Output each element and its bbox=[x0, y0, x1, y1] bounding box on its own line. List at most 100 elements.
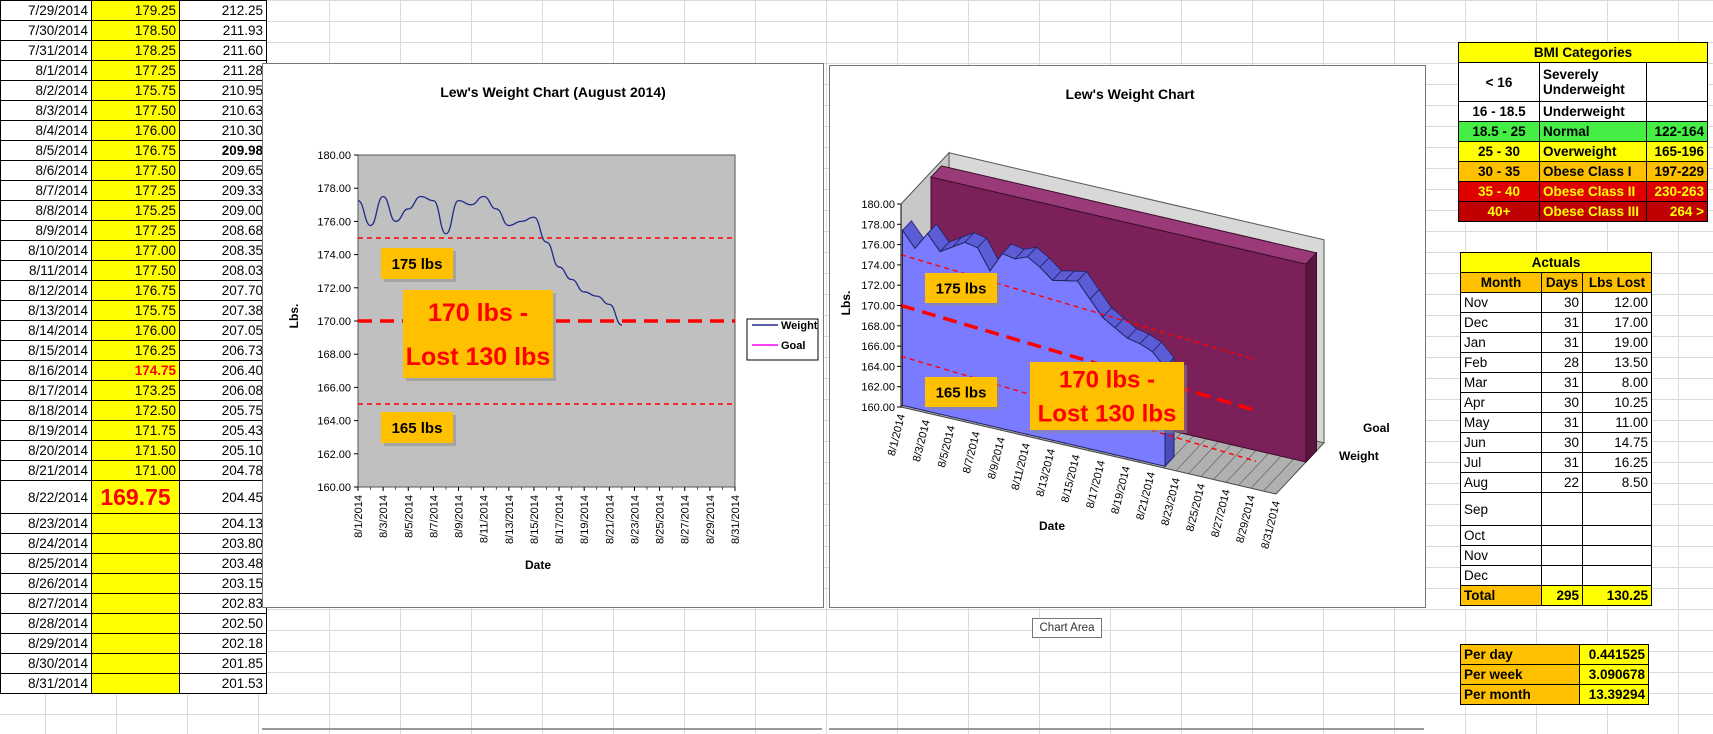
log-date-cell[interactable]: 8/20/2014 bbox=[0, 440, 92, 461]
actuals-days-cell[interactable]: 31 bbox=[1541, 332, 1583, 353]
actuals-lost-cell[interactable]: 8.50 bbox=[1582, 472, 1652, 493]
actuals-lost-cell[interactable] bbox=[1582, 492, 1652, 526]
log-weight-cell[interactable] bbox=[91, 633, 180, 654]
log-weight-cell[interactable] bbox=[91, 513, 180, 534]
bmi-weights-cell[interactable] bbox=[1646, 101, 1708, 122]
actuals-month-cell[interactable]: Jun bbox=[1460, 432, 1542, 453]
log-date-cell[interactable]: 8/21/2014 bbox=[0, 460, 92, 481]
actuals-total-days[interactable]: 295 bbox=[1541, 585, 1583, 606]
log-goal-cell[interactable]: 210.30 bbox=[179, 120, 267, 141]
actuals-lost-cell[interactable]: 8.00 bbox=[1582, 372, 1652, 393]
bmi-label-cell[interactable]: Underweight bbox=[1539, 101, 1647, 122]
actuals-lost-cell[interactable]: 11.00 bbox=[1582, 412, 1652, 433]
actuals-days-cell[interactable] bbox=[1541, 565, 1583, 586]
log-weight-cell[interactable]: 176.25 bbox=[91, 340, 180, 361]
actuals-lost-cell[interactable] bbox=[1582, 525, 1652, 546]
log-date-cell[interactable]: 8/26/2014 bbox=[0, 573, 92, 594]
log-date-cell[interactable]: 8/5/2014 bbox=[0, 140, 92, 161]
chart1-weight-line[interactable] bbox=[357, 195, 623, 326]
actuals-lost-cell[interactable]: 10.25 bbox=[1582, 392, 1652, 413]
log-weight-cell[interactable] bbox=[91, 573, 180, 594]
log-weight-cell[interactable] bbox=[91, 653, 180, 674]
log-goal-cell[interactable]: 205.75 bbox=[179, 400, 267, 421]
log-weight-cell[interactable] bbox=[91, 673, 180, 694]
log-weight-cell[interactable]: 175.75 bbox=[91, 80, 180, 101]
log-date-cell[interactable]: 8/6/2014 bbox=[0, 160, 92, 181]
log-goal-cell[interactable]: 202.18 bbox=[179, 633, 267, 654]
log-weight-cell[interactable] bbox=[91, 613, 180, 634]
log-goal-cell[interactable]: 205.10 bbox=[179, 440, 267, 461]
log-goal-cell[interactable]: 210.95 bbox=[179, 80, 267, 101]
log-goal-cell[interactable]: 203.48 bbox=[179, 553, 267, 574]
actuals-days-cell[interactable]: 30 bbox=[1541, 292, 1583, 313]
log-goal-cell[interactable]: 205.43 bbox=[179, 420, 267, 441]
actuals-lost-cell[interactable]: 12.00 bbox=[1582, 292, 1652, 313]
log-date-cell[interactable]: 8/13/2014 bbox=[0, 300, 92, 321]
log-date-cell[interactable]: 8/14/2014 bbox=[0, 320, 92, 341]
log-date-cell[interactable]: 8/12/2014 bbox=[0, 280, 92, 301]
log-weight-cell[interactable]: 176.75 bbox=[91, 140, 180, 161]
log-date-cell[interactable]: 8/29/2014 bbox=[0, 633, 92, 654]
log-date-cell[interactable]: 8/27/2014 bbox=[0, 593, 92, 614]
log-goal-cell[interactable]: 204.78 bbox=[179, 460, 267, 481]
bmi-weights-cell[interactable]: 264 > bbox=[1646, 201, 1708, 222]
bmi-weights-cell[interactable]: 230-263 bbox=[1646, 181, 1708, 202]
bmi-range-cell[interactable]: 25 - 30 bbox=[1458, 141, 1540, 162]
actuals-days-cell[interactable]: 30 bbox=[1541, 432, 1583, 453]
log-date-cell[interactable]: 8/9/2014 bbox=[0, 220, 92, 241]
log-weight-cell[interactable]: 172.50 bbox=[91, 400, 180, 421]
bmi-range-cell[interactable]: 18.5 - 25 bbox=[1458, 121, 1540, 142]
actuals-lost-cell[interactable]: 19.00 bbox=[1582, 332, 1652, 353]
log-weight-cell[interactable]: 177.25 bbox=[91, 180, 180, 201]
log-goal-cell[interactable]: 206.73 bbox=[179, 340, 267, 361]
actuals-month-cell[interactable]: Jul bbox=[1460, 452, 1542, 473]
log-weight-cell[interactable]: 174.75 bbox=[91, 360, 180, 381]
log-goal-cell[interactable]: 208.35 bbox=[179, 240, 267, 261]
log-goal-cell[interactable]: 211.93 bbox=[179, 20, 267, 41]
log-weight-cell[interactable]: 176.75 bbox=[91, 280, 180, 301]
log-weight-cell[interactable]: 169.75 bbox=[91, 480, 180, 514]
bmi-title[interactable]: BMI Categories bbox=[1458, 42, 1708, 63]
log-date-cell[interactable]: 8/19/2014 bbox=[0, 420, 92, 441]
log-date-cell[interactable]: 8/28/2014 bbox=[0, 613, 92, 634]
log-date-cell[interactable]: 8/24/2014 bbox=[0, 533, 92, 554]
log-weight-cell[interactable]: 177.50 bbox=[91, 160, 180, 181]
log-date-cell[interactable]: 8/10/2014 bbox=[0, 240, 92, 261]
log-date-cell[interactable]: 8/8/2014 bbox=[0, 200, 92, 221]
actuals-days-cell[interactable]: 28 bbox=[1541, 352, 1583, 373]
bmi-label-cell[interactable]: Overweight bbox=[1539, 141, 1647, 162]
log-goal-cell[interactable]: 211.60 bbox=[179, 40, 267, 61]
log-date-cell[interactable]: 8/11/2014 bbox=[0, 260, 92, 281]
bmi-label-cell[interactable]: Severely Underweight bbox=[1539, 62, 1647, 102]
log-weight-cell[interactable]: 176.00 bbox=[91, 120, 180, 141]
log-date-cell[interactable]: 8/22/2014 bbox=[0, 480, 92, 514]
log-goal-cell[interactable]: 207.05 bbox=[179, 320, 267, 341]
log-weight-cell[interactable]: 177.00 bbox=[91, 240, 180, 261]
bmi-label-cell[interactable]: Obese Class III bbox=[1539, 201, 1647, 222]
log-weight-cell[interactable] bbox=[91, 593, 180, 614]
log-weight-cell[interactable]: 175.25 bbox=[91, 200, 180, 221]
log-weight-cell[interactable]: 177.50 bbox=[91, 260, 180, 281]
bmi-range-cell[interactable]: 16 - 18.5 bbox=[1458, 101, 1540, 122]
log-goal-cell[interactable]: 211.28 bbox=[179, 60, 267, 81]
log-goal-cell[interactable]: 202.50 bbox=[179, 613, 267, 634]
actuals-title[interactable]: Actuals bbox=[1460, 252, 1652, 273]
log-goal-cell[interactable]: 208.03 bbox=[179, 260, 267, 281]
log-date-cell[interactable]: 8/1/2014 bbox=[0, 60, 92, 81]
log-weight-cell[interactable]: 175.75 bbox=[91, 300, 180, 321]
actuals-month-cell[interactable]: Sep bbox=[1460, 492, 1542, 526]
log-date-cell[interactable]: 8/16/2014 bbox=[0, 360, 92, 381]
bmi-label-cell[interactable]: Normal bbox=[1539, 121, 1647, 142]
bmi-label-cell[interactable]: Obese Class I bbox=[1539, 161, 1647, 182]
actuals-lost-cell[interactable] bbox=[1582, 545, 1652, 566]
log-date-cell[interactable]: 8/3/2014 bbox=[0, 100, 92, 121]
log-weight-cell[interactable]: 176.00 bbox=[91, 320, 180, 341]
bmi-range-cell[interactable]: < 16 bbox=[1458, 62, 1540, 102]
actuals-month-cell[interactable]: Nov bbox=[1460, 545, 1542, 566]
log-date-cell[interactable]: 8/7/2014 bbox=[0, 180, 92, 201]
log-weight-cell[interactable]: 178.50 bbox=[91, 20, 180, 41]
log-goal-cell[interactable]: 206.08 bbox=[179, 380, 267, 401]
actuals-month-cell[interactable]: Apr bbox=[1460, 392, 1542, 413]
log-goal-cell[interactable]: 207.70 bbox=[179, 280, 267, 301]
rate-value-cell[interactable]: 3.090678 bbox=[1579, 664, 1649, 685]
